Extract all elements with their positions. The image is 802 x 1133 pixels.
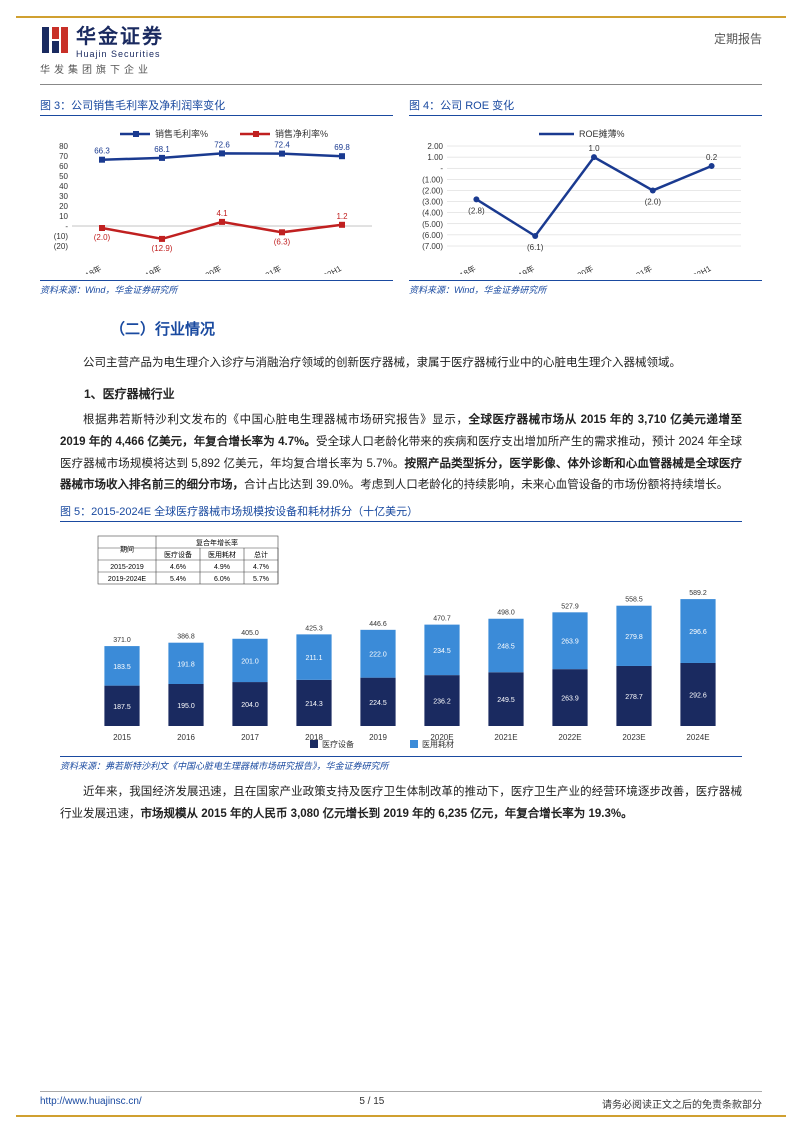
footer-page: 5 / 15: [359, 1096, 384, 1111]
page-footer: http://www.huajinsc.cn/ 5 / 15 请务必阅读正文之后…: [40, 1091, 762, 1111]
company-logo-icon: [40, 25, 70, 55]
footer-url: http://www.huajinsc.cn/: [40, 1096, 142, 1111]
footer-disclaimer: 请务必阅读正文之后的免责条款部分: [602, 1096, 762, 1111]
